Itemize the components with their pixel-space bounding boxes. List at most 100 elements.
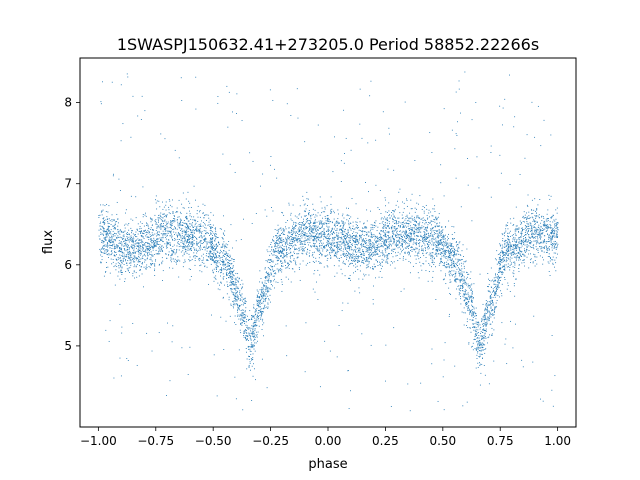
data-point [261,329,263,330]
data-point [228,268,230,270]
data-point [165,229,167,231]
data-point [164,233,166,235]
data-point [119,247,121,249]
data-point [520,223,522,225]
data-point [274,251,276,253]
data-point [513,250,515,252]
data-point [410,255,411,257]
data-point [382,221,384,222]
data-point [530,228,532,230]
data-point [372,266,374,268]
data-point [551,233,552,235]
data-point [348,237,350,239]
data-point [286,240,287,242]
data-point [301,243,303,245]
data-point [140,233,142,234]
data-point [118,249,120,251]
data-point [232,283,234,285]
data-point [151,229,153,230]
data-point [447,256,449,258]
data-point [158,264,160,266]
data-point [292,204,294,206]
data-point [224,284,225,286]
data-point [515,241,517,243]
data-point [282,251,284,253]
data-point [285,276,287,278]
data-point [514,261,516,263]
data-point [228,262,229,263]
data-point [542,240,544,242]
data-point [322,234,324,235]
data-point [409,410,411,412]
data-point [111,219,113,221]
data-point [179,223,181,225]
data-point [245,337,247,338]
data-point [107,254,109,256]
data-point [155,249,157,251]
data-point [363,240,365,242]
data-point [108,254,110,256]
data-point [527,239,529,241]
data-point [283,246,285,248]
data-point [537,242,539,244]
data-point [110,237,112,239]
data-point [551,245,553,247]
data-point [258,301,260,303]
data-point [113,377,115,379]
data-point [347,247,349,249]
data-point [386,245,388,247]
data-point [279,252,280,254]
data-point [409,230,410,231]
data-point [483,330,485,331]
data-point [496,263,498,265]
data-point [182,235,183,237]
data-point [339,244,341,246]
data-point [198,257,200,259]
data-point [297,229,299,231]
data-point [303,223,305,225]
data-point [315,227,317,229]
data-point [486,309,488,310]
data-point [137,223,139,225]
data-point [450,272,452,274]
data-point [323,228,325,230]
data-point [507,238,508,240]
data-point [501,251,503,253]
data-point [436,217,438,219]
data-point [127,256,129,257]
data-point [372,299,374,301]
data-point [227,126,229,128]
data-point [471,220,473,222]
data-point [543,220,545,222]
data-point [249,327,251,329]
data-point [222,237,224,239]
data-point [173,260,175,262]
data-point [358,255,360,257]
data-point [528,253,530,255]
data-point [397,244,399,246]
data-point [414,231,416,233]
data-point [261,287,263,289]
data-point [343,217,345,219]
data-point [380,246,382,248]
data-point [527,205,529,207]
data-point [415,258,417,260]
data-point [148,228,150,229]
data-point [228,272,230,274]
data-point [269,268,271,270]
data-point [233,294,235,296]
data-point [275,255,277,256]
data-point [485,337,487,339]
data-point [303,220,304,222]
data-point [141,273,143,275]
data-point [216,257,217,259]
data-point [342,232,344,234]
data-point [533,219,535,221]
data-point [283,231,285,233]
data-point [290,230,292,232]
data-point [488,383,490,385]
data-point [441,227,443,228]
data-point [108,230,109,232]
data-point [233,293,235,295]
data-point [408,247,409,249]
